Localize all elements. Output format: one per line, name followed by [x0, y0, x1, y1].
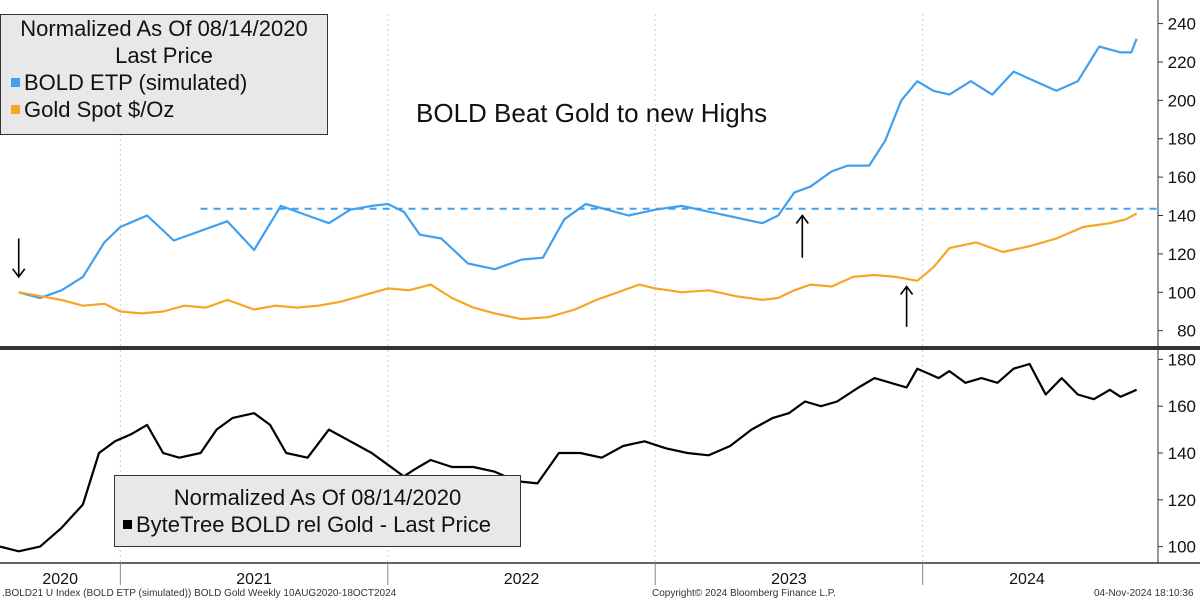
bold-etp-line [18, 38, 1138, 300]
x-axis: 2020 2021 2022 2023 2024 [42, 563, 1045, 588]
gold-spot-line [18, 212, 1138, 321]
bottom-legend: Normalized As Of 08/14/2020 ByteTree BOL… [114, 475, 521, 547]
axes [0, 0, 1200, 564]
xtick-label: 2023 [771, 571, 807, 588]
legend-swatch-ratio [123, 519, 132, 529]
xtick-label: 2021 [236, 571, 272, 588]
bottom-panel-series [0, 362, 1138, 553]
bottom-ytick-label: 120 [1168, 491, 1196, 510]
top-ytick-label: 200 [1168, 91, 1196, 110]
top-legend: Normalized As Of 08/14/2020 Last Price B… [0, 14, 328, 135]
bottom-y-axis: 100 120 140 160 180 [1158, 350, 1196, 557]
legend-label-gold: Gold Spot $/Oz [24, 97, 175, 122]
top-legend-title-1: Normalized As Of 08/14/2020 [20, 16, 308, 41]
top-ytick-label: 140 [1168, 207, 1196, 226]
xtick-label: 2020 [42, 571, 78, 588]
top-ytick-label: 80 [1177, 322, 1196, 341]
top-ytick-label: 100 [1168, 283, 1196, 302]
xtick-label: 2022 [504, 571, 540, 588]
top-ytick-label: 120 [1168, 245, 1196, 264]
legend-label-bold: BOLD ETP (simulated) [24, 70, 248, 95]
legend-swatch-bold [11, 77, 20, 87]
up-arrow-1 [795, 214, 809, 258]
legend-item-ratio: ByteTree BOLD rel Gold - Last Price [115, 511, 520, 538]
legend-swatch-gold [11, 104, 20, 114]
top-ytick-label: 180 [1168, 130, 1196, 149]
top-ytick-label: 220 [1168, 53, 1196, 72]
footer-copyright: Copyright© 2024 Bloomberg Finance L.P. [652, 588, 836, 599]
top-panel-grid [119, 14, 924, 346]
bold-rel-gold-line [0, 362, 1138, 553]
top-ytick-label: 160 [1168, 168, 1196, 187]
bottom-ytick-label: 140 [1168, 444, 1196, 463]
bottom-ytick-label: 180 [1168, 350, 1196, 369]
down-arrow-1 [12, 238, 26, 279]
bottom-ytick-label: 100 [1168, 538, 1196, 557]
bottom-legend-title: Normalized As Of 08/14/2020 [173, 485, 462, 510]
annotation-arrows [12, 214, 914, 327]
legend-label-ratio: ByteTree BOLD rel Gold - Last Price [136, 512, 491, 537]
legend-item-bold: BOLD ETP (simulated) [1, 69, 327, 96]
bottom-panel-grid [119, 350, 924, 563]
footer-source: .BOLD21 U Index (BOLD ETP (simulated)) B… [2, 588, 397, 599]
top-ytick-label: 240 [1168, 15, 1196, 34]
xtick-label: 2024 [1009, 571, 1045, 588]
top-y-axis: 80 100 120 140 160 180 200 220 240 [1158, 15, 1196, 341]
chart-annotation: BOLD Beat Gold to new Highs [416, 98, 768, 128]
up-arrow-2 [899, 285, 914, 327]
top-legend-title-2: Last Price [115, 43, 213, 68]
footer-timestamp: 04-Nov-2024 18:10:36 [1094, 588, 1194, 599]
bottom-ytick-label: 160 [1168, 397, 1196, 416]
legend-item-gold: Gold Spot $/Oz [1, 96, 327, 123]
top-panel-series [18, 38, 1138, 321]
